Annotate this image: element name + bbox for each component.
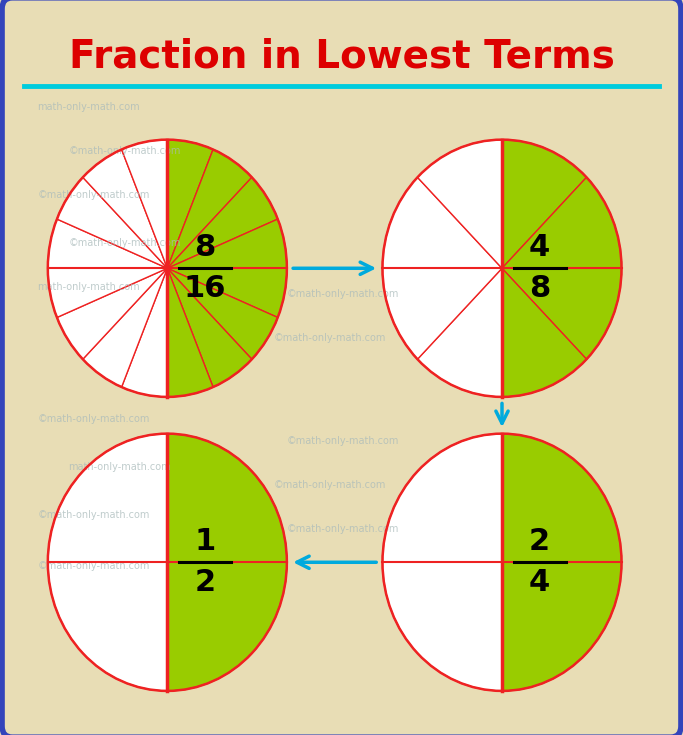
- Wedge shape: [502, 140, 587, 268]
- Text: ©math-only-math.com: ©math-only-math.com: [287, 524, 400, 534]
- Text: math-only-math.com: math-only-math.com: [68, 462, 171, 472]
- Wedge shape: [502, 268, 587, 397]
- Text: ©math-only-math.com: ©math-only-math.com: [287, 436, 400, 446]
- Wedge shape: [48, 219, 167, 268]
- Wedge shape: [502, 177, 622, 268]
- Wedge shape: [167, 268, 287, 318]
- Wedge shape: [417, 268, 502, 397]
- Text: ©math-only-math.com: ©math-only-math.com: [38, 509, 150, 520]
- Text: 16: 16: [184, 274, 226, 304]
- Wedge shape: [167, 434, 287, 691]
- Wedge shape: [122, 268, 167, 397]
- Text: ©math-only-math.com: ©math-only-math.com: [38, 190, 150, 200]
- Wedge shape: [83, 268, 167, 387]
- Wedge shape: [167, 268, 278, 359]
- Text: ©math-only-math.com: ©math-only-math.com: [68, 146, 181, 156]
- Wedge shape: [382, 434, 502, 562]
- Wedge shape: [167, 140, 213, 268]
- Text: 2: 2: [195, 568, 215, 598]
- Text: math-only-math.com: math-only-math.com: [38, 101, 140, 112]
- Wedge shape: [382, 268, 502, 359]
- Wedge shape: [167, 219, 287, 268]
- Wedge shape: [167, 149, 252, 268]
- Wedge shape: [48, 268, 167, 318]
- Wedge shape: [502, 434, 622, 562]
- Wedge shape: [57, 177, 167, 268]
- Wedge shape: [167, 268, 213, 397]
- Text: 8: 8: [194, 233, 216, 262]
- Wedge shape: [417, 140, 502, 268]
- Text: ©math-only-math.com: ©math-only-math.com: [273, 333, 386, 343]
- Text: 1: 1: [194, 527, 216, 556]
- Wedge shape: [48, 434, 167, 691]
- Text: 4: 4: [529, 233, 550, 262]
- Wedge shape: [57, 268, 167, 359]
- Wedge shape: [502, 268, 622, 359]
- Text: 2: 2: [529, 527, 550, 556]
- Text: 8: 8: [529, 274, 550, 304]
- Text: ©math-only-math.com: ©math-only-math.com: [38, 414, 150, 424]
- Wedge shape: [167, 177, 278, 268]
- Text: ©math-only-math.com: ©math-only-math.com: [68, 237, 181, 248]
- Wedge shape: [382, 562, 502, 691]
- Wedge shape: [167, 268, 252, 387]
- Wedge shape: [382, 177, 502, 268]
- Text: math-only-math.com: math-only-math.com: [38, 282, 140, 292]
- Wedge shape: [502, 562, 622, 691]
- Text: ©math-only-math.com: ©math-only-math.com: [287, 289, 400, 299]
- Text: ©math-only-math.com: ©math-only-math.com: [273, 480, 386, 490]
- Text: Fraction in Lowest Terms: Fraction in Lowest Terms: [68, 37, 615, 76]
- Wedge shape: [122, 140, 167, 268]
- Wedge shape: [83, 149, 167, 268]
- Text: 4: 4: [529, 568, 550, 598]
- Text: ©math-only-math.com: ©math-only-math.com: [38, 561, 150, 571]
